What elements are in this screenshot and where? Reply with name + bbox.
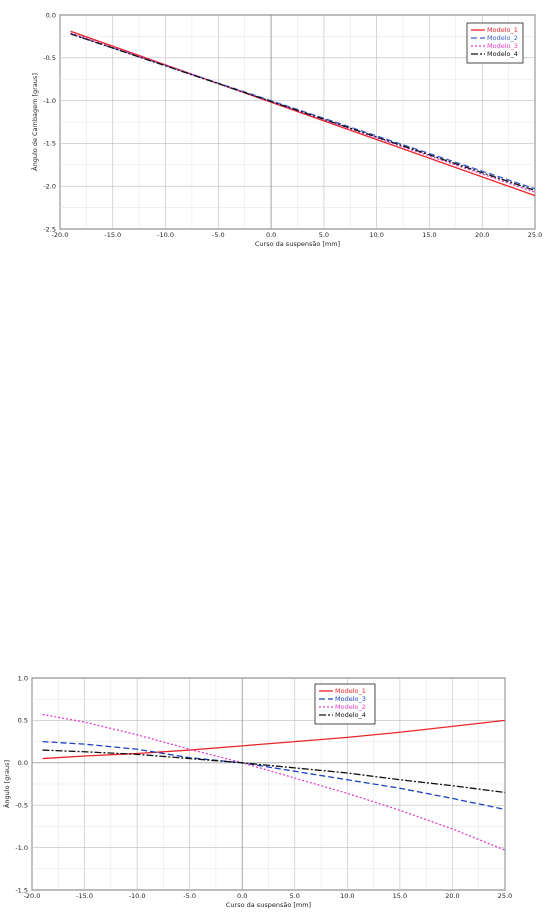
legend-label: Modelo_2	[487, 34, 518, 42]
y-tick-label: -1.5	[43, 140, 56, 148]
x-tick-label: 5.0	[319, 231, 329, 239]
x-tick-label: 20.0	[475, 231, 489, 239]
x-tick-label: 10.0	[340, 892, 354, 900]
y-tick-label: -1.0	[43, 97, 56, 105]
y-tick-label: 0.0	[18, 759, 28, 767]
x-axis-title: Curso da suspensão [mm]	[255, 240, 340, 248]
legend-label: Modelo_3	[335, 695, 366, 703]
x-tick-label: 15.0	[422, 231, 436, 239]
x-tick-label: -5.0	[212, 231, 225, 239]
series-line-modelo-3	[42, 740, 506, 811]
x-tick-label: -10.0	[129, 892, 146, 900]
y-axis-title: Ângulo [graus]	[2, 760, 11, 808]
series-line-modelo-1	[70, 30, 536, 197]
legend-label: Modelo_3	[487, 42, 518, 50]
x-tick-label: 20.0	[445, 892, 459, 900]
x-tick-label: 0.0	[266, 231, 276, 239]
x-tick-label: 15.0	[393, 892, 407, 900]
chart-angle: -20.0 -15.0 -10.0 -5.0 0.0 5.0 10.0 15.0 20.0 25.…	[0, 668, 550, 921]
legend-label: Modelo_2	[335, 703, 366, 711]
y-tick-label: -0.5	[15, 802, 28, 810]
y-tick-label: 1.0	[18, 674, 28, 682]
x-axis-title: Curso da suspensão [mm]	[226, 901, 311, 909]
y-tick-label: 0.0	[46, 11, 56, 19]
chart-1-svg: -20.0 -15.0 -10.0 -5.0 0.0 5.0 10.0 15.0 20.0 25.…	[30, 11, 542, 248]
chart-2-svg: -20.0 -15.0 -10.0 -5.0 0.0 5.0 10.0 15.0 20.0 25.…	[2, 674, 512, 909]
x-tick-label: 5.0	[290, 892, 300, 900]
x-tick-label: 0.0	[237, 892, 247, 900]
legend-label: Modelo_4	[335, 711, 366, 719]
y-tick-label: -0.5	[43, 54, 56, 62]
x-tick-label: 25.0	[528, 231, 542, 239]
legend-label: Modelo_1	[335, 687, 366, 695]
x-tick-label: -15.0	[76, 892, 93, 900]
x-tick-label: 25.0	[498, 892, 512, 900]
series-line-modelo-2	[42, 713, 506, 851]
y-tick-label: -2.0	[43, 183, 56, 191]
x-tick-label: -15.0	[104, 231, 121, 239]
legend-label: Modelo_4	[487, 50, 518, 58]
series-line-modelo-1	[42, 719, 506, 760]
chart-camber-angle: -20.0 -15.0 -10.0 -5.0 0.0 5.0 10.0 15.0 20.0 25.…	[0, 0, 550, 259]
x-tick-label: -5.0	[183, 892, 196, 900]
y-tick-label: 0.5	[18, 717, 28, 725]
y-axis-title: Ângulo de Cambagem [graus]	[30, 73, 39, 171]
series-line-modelo-4	[42, 749, 506, 794]
x-tick-label: -20.0	[52, 231, 69, 239]
series-line-modelo-4	[70, 33, 536, 192]
x-tick-label: -10.0	[157, 231, 174, 239]
y-tick-label: -1.0	[15, 844, 28, 852]
legend-label: Modelo_1	[487, 26, 518, 34]
x-tick-label: 10.0	[369, 231, 383, 239]
y-tick-label: -2.5	[43, 225, 56, 233]
x-tick-label: -20.0	[24, 892, 41, 900]
y-tick-label: -1.5	[15, 886, 28, 894]
